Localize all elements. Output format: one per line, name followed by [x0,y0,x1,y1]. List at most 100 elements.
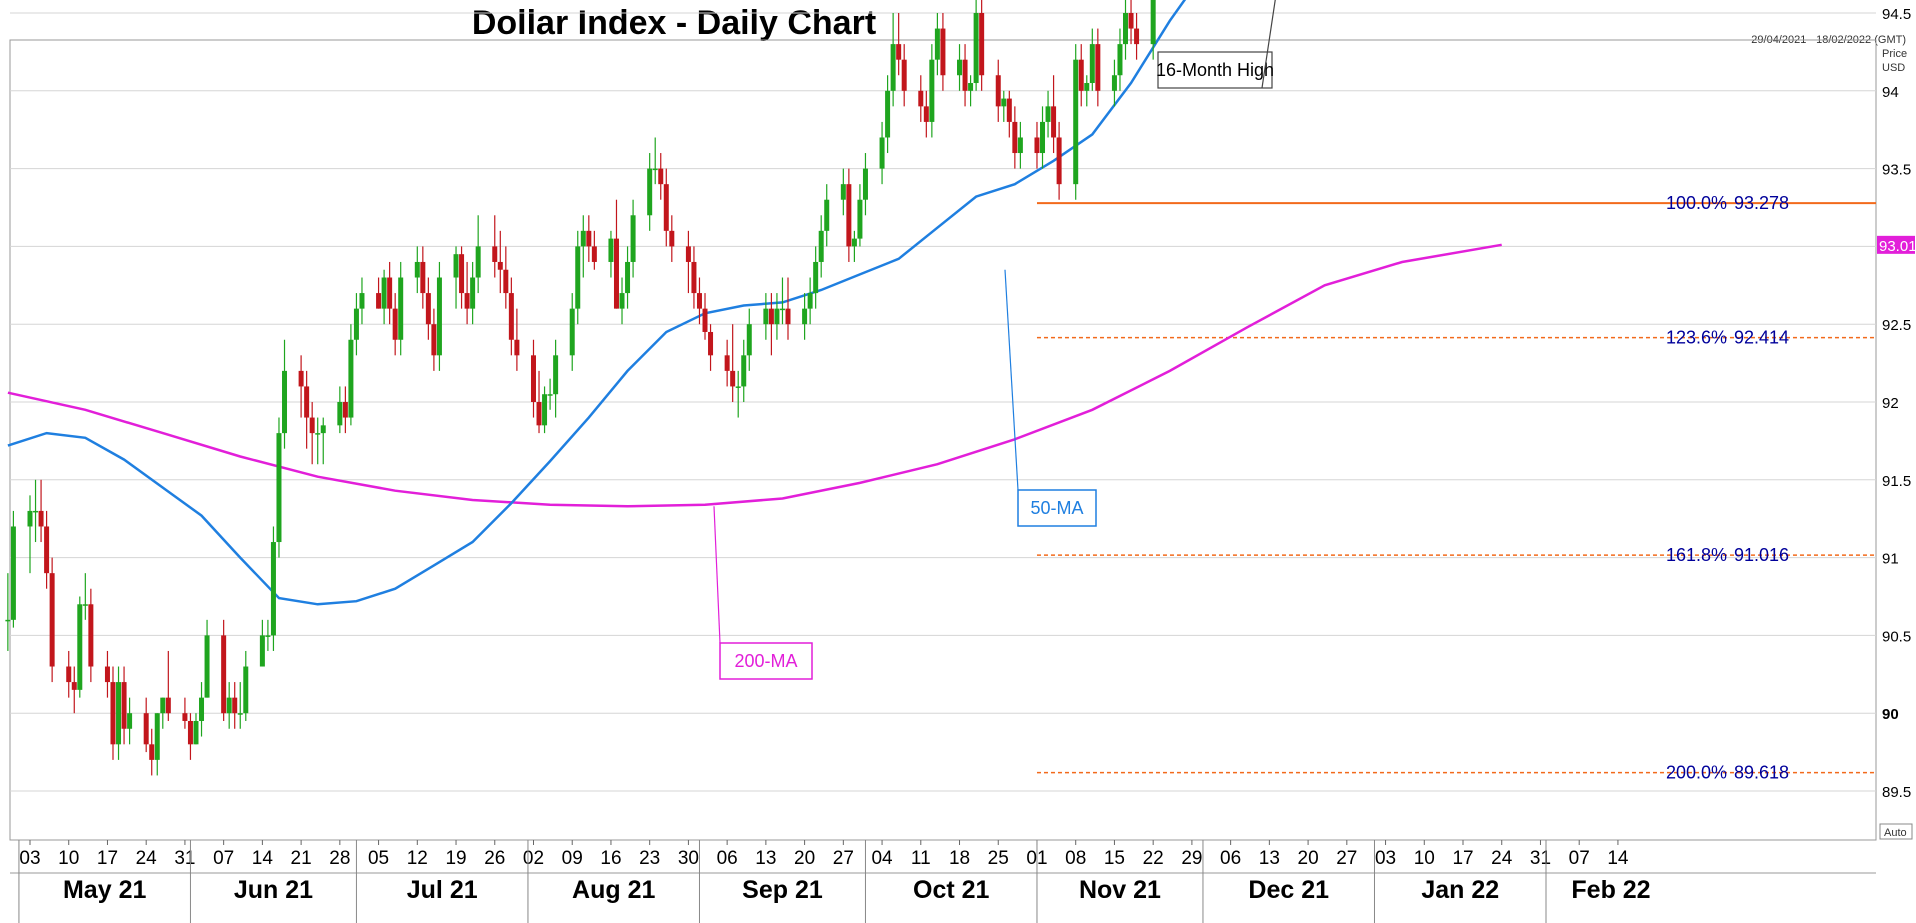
x-tick-label: 20 [1298,848,1319,869]
fib-pct-label: 123.6% [1666,328,1727,348]
candle-body [514,339,520,356]
candle-body [857,199,863,239]
candle-body [464,293,470,309]
candle-body [663,184,669,231]
month-label: Jul 21 [407,876,478,904]
y-tick-label: 89.5 [1882,784,1911,801]
candle-body [88,604,94,667]
candle-body [276,433,282,543]
candle-body [741,355,747,387]
candle-body [536,402,542,426]
candle-body [27,510,33,527]
candle-body [779,308,785,311]
ma50-callout-pointer [1004,269,1019,491]
candle-body [735,386,741,388]
candle-body [470,277,476,309]
x-tick-label: 06 [1220,848,1241,869]
x-tick-label: 02 [523,848,544,869]
ma200-callout-pointer [713,506,721,644]
candle-body [1017,137,1023,154]
x-tick-label: 20 [794,848,815,869]
y-tick-label: 90 [1882,706,1899,723]
x-tick-label: 10 [58,848,79,869]
candle-body [337,402,343,426]
candle-body [387,277,393,309]
fib-value-label: 93.278 [1734,193,1789,213]
candle-body [71,682,77,690]
fib-value-label: 89.618 [1734,763,1789,783]
candle-body [669,230,675,247]
candle-body [110,682,116,745]
plot-frame [9,39,1877,841]
x-tick-label: 31 [174,848,195,869]
candle-body [763,308,769,325]
candle-body [879,137,885,169]
candle-body [459,254,465,294]
currency-axis-label: USD [1882,62,1905,74]
ma50-callout-box [1017,489,1097,527]
auto-button-box [1879,823,1913,840]
fib-pct-label: 161.8% [1666,545,1727,565]
y-tick-label: 93.5 [1882,162,1911,179]
candle-body [542,394,548,426]
candle-body [1095,44,1101,91]
y-tick-label: 91.5 [1882,473,1911,490]
month-label: Jun 21 [234,876,313,904]
x-tick-label: 27 [1336,848,1357,869]
x-tick-label: 16 [600,848,621,869]
candle-body [503,269,509,294]
x-tick-label: 28 [329,848,350,869]
candle-body [768,308,774,325]
x-tick-label: 08 [1065,848,1086,869]
x-tick-label: 12 [407,848,428,869]
candle-body [160,697,166,714]
candle-body [813,261,819,294]
ma200-callout-box [719,642,813,680]
candle-body [785,308,791,325]
candle-body [918,90,924,107]
candle-body [38,510,44,527]
candle-body [862,168,868,200]
candle-body [625,261,631,294]
month-label: Feb 22 [1571,876,1650,904]
candle-body [724,355,730,371]
candle-body [658,168,664,185]
candle-body [342,402,348,418]
x-tick-label: 30 [678,848,699,869]
price-axis-label: Price [1882,48,1907,60]
candle-body [940,28,946,76]
candle-body [270,542,276,636]
candle-body [846,184,852,247]
candle-body [1012,121,1018,154]
candle-body [315,433,321,435]
x-tick-label: 23 [639,848,660,869]
high-callout-label: 16-Month High [1156,60,1274,80]
fib-value-label: 91.016 [1734,545,1789,565]
candle-body [49,573,55,667]
x-tick-label: 13 [755,848,776,869]
candle-body [746,324,752,356]
candle-body [1051,106,1057,138]
candle-body [10,526,16,620]
candle-body [398,277,404,340]
candle-body [149,744,155,760]
fib-pct-label: 200.0% [1666,763,1727,783]
x-tick-label: 09 [562,848,583,869]
y-tick-label: 91 [1882,551,1899,568]
ma200-callout-label: 200-MA [734,651,797,671]
candle-body [204,635,210,698]
candle-body [818,230,824,262]
auto-scale-label: Auto [1884,827,1907,839]
candle-body [1001,98,1007,107]
candle-body [619,293,625,309]
candle-body [77,604,83,690]
candle-body [243,666,249,714]
candle-body [309,417,315,434]
x-tick-label: 05 [368,848,389,869]
y-tick-label: 92 [1882,395,1899,412]
candle-body [691,261,697,294]
candle-body [116,682,122,745]
candle-body [104,666,110,683]
candle-body [591,246,597,262]
